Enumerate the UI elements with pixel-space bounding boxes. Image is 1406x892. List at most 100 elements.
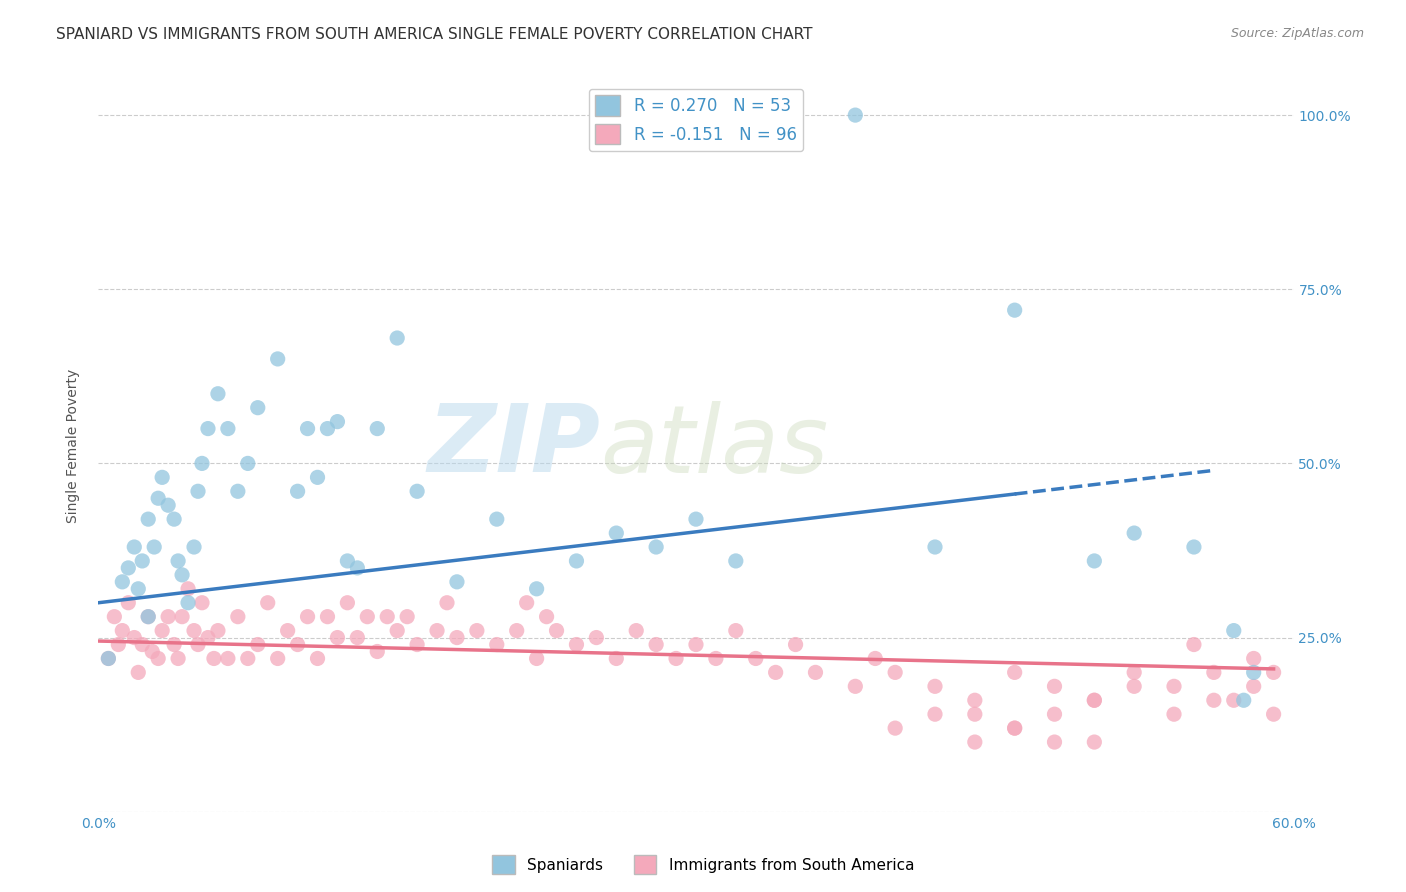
Point xyxy=(526,651,548,665)
Point xyxy=(963,735,986,749)
Point xyxy=(724,554,747,568)
Point xyxy=(366,421,388,435)
Point xyxy=(191,457,214,471)
Point xyxy=(157,609,180,624)
Point xyxy=(107,638,129,652)
Point xyxy=(183,540,205,554)
Point xyxy=(546,624,568,638)
Point xyxy=(326,415,349,429)
Point xyxy=(307,470,329,484)
Point xyxy=(884,665,907,680)
Point xyxy=(385,331,409,345)
Point xyxy=(183,624,205,638)
Point xyxy=(745,651,768,665)
Point xyxy=(406,484,429,499)
Point xyxy=(177,596,200,610)
Point xyxy=(565,554,588,568)
Point xyxy=(277,624,299,638)
Point xyxy=(202,651,225,665)
Point xyxy=(197,421,219,435)
Point xyxy=(1263,707,1285,722)
Point xyxy=(1123,665,1146,680)
Point xyxy=(297,421,319,435)
Point xyxy=(1083,735,1105,749)
Point xyxy=(565,638,588,652)
Point xyxy=(136,512,159,526)
Legend: R = 0.270   N = 53, R = -0.151   N = 96: R = 0.270 N = 53, R = -0.151 N = 96 xyxy=(589,88,803,151)
Point xyxy=(226,609,249,624)
Point xyxy=(765,665,787,680)
Text: atlas: atlas xyxy=(600,401,828,491)
Point xyxy=(111,574,134,589)
Point xyxy=(267,351,290,366)
Point xyxy=(346,631,368,645)
Point xyxy=(287,638,309,652)
Point xyxy=(177,582,200,596)
Point xyxy=(1123,526,1146,541)
Point xyxy=(136,609,159,624)
Point xyxy=(97,651,120,665)
Point xyxy=(465,624,488,638)
Point xyxy=(1083,693,1105,707)
Point xyxy=(150,624,173,638)
Point xyxy=(585,631,607,645)
Point xyxy=(375,609,398,624)
Point xyxy=(1263,665,1285,680)
Point xyxy=(197,631,219,645)
Point xyxy=(1043,735,1066,749)
Point xyxy=(1004,303,1026,318)
Point xyxy=(446,574,468,589)
Point xyxy=(924,540,946,554)
Point xyxy=(141,644,163,658)
Point xyxy=(506,624,529,638)
Point xyxy=(157,498,180,512)
Point xyxy=(187,638,209,652)
Point xyxy=(111,624,134,638)
Text: Source: ZipAtlas.com: Source: ZipAtlas.com xyxy=(1230,27,1364,40)
Point xyxy=(117,561,139,575)
Point xyxy=(485,512,508,526)
Point xyxy=(316,421,339,435)
Point xyxy=(605,526,627,541)
Point xyxy=(844,108,866,122)
Point xyxy=(167,651,190,665)
Point xyxy=(1223,693,1246,707)
Point xyxy=(148,651,170,665)
Point xyxy=(665,651,688,665)
Point xyxy=(884,721,907,735)
Point xyxy=(516,596,538,610)
Point xyxy=(326,631,349,645)
Point xyxy=(426,624,449,638)
Point xyxy=(124,540,146,554)
Point xyxy=(963,693,986,707)
Point xyxy=(117,596,139,610)
Point xyxy=(1083,554,1105,568)
Point xyxy=(704,651,727,665)
Point xyxy=(685,638,707,652)
Point xyxy=(217,421,239,435)
Point xyxy=(207,624,229,638)
Point xyxy=(724,624,747,638)
Point xyxy=(626,624,648,638)
Point xyxy=(172,567,194,582)
Point xyxy=(316,609,339,624)
Point xyxy=(1004,721,1026,735)
Point xyxy=(396,609,419,624)
Point xyxy=(97,651,120,665)
Point xyxy=(1223,624,1246,638)
Point xyxy=(1004,665,1026,680)
Point xyxy=(1202,693,1225,707)
Point xyxy=(436,596,458,610)
Point xyxy=(150,470,173,484)
Point xyxy=(246,638,269,652)
Point xyxy=(785,638,807,652)
Point xyxy=(1043,679,1066,693)
Point xyxy=(844,679,866,693)
Point xyxy=(645,638,668,652)
Point xyxy=(131,554,153,568)
Point xyxy=(1163,707,1185,722)
Point xyxy=(1083,693,1105,707)
Point xyxy=(246,401,269,415)
Point xyxy=(297,609,319,624)
Point xyxy=(1123,679,1146,693)
